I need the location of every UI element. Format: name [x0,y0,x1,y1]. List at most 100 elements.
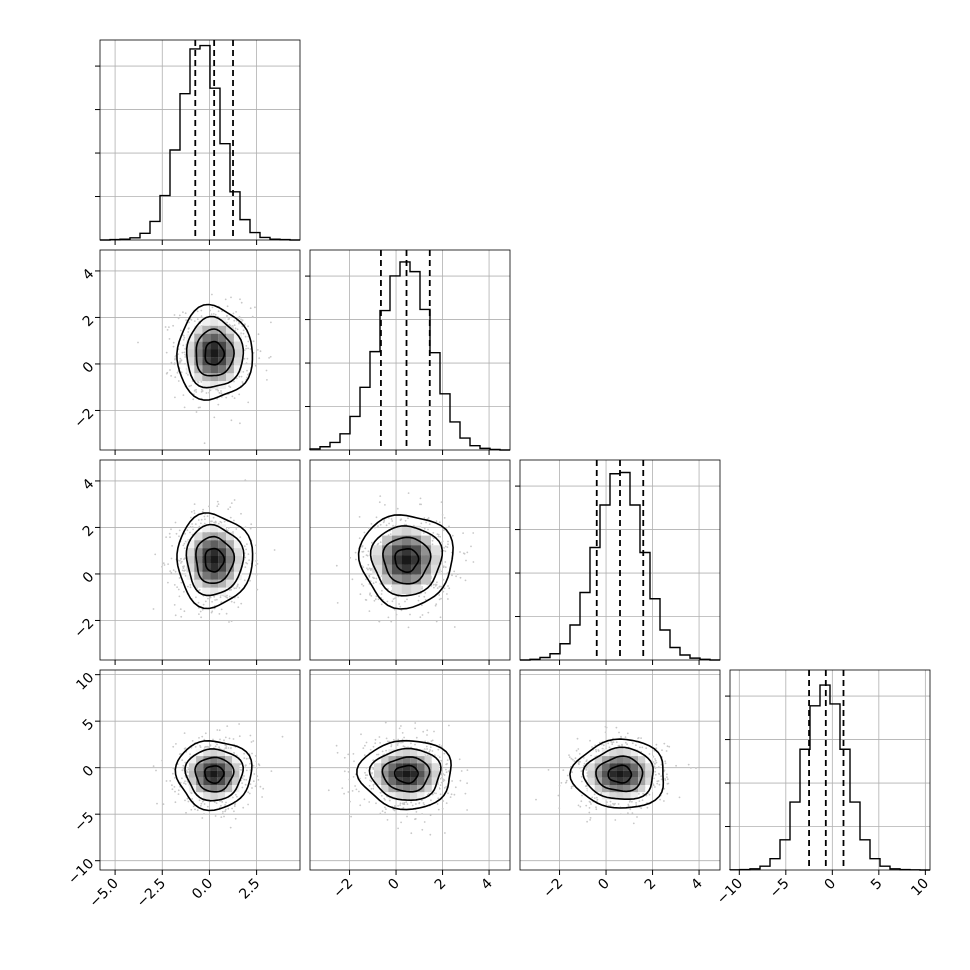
scatter-point [237,596,240,599]
scatter-point [399,802,402,805]
density-cell [616,785,624,793]
scatter-point [607,804,610,807]
density-cell [382,545,392,556]
scatter-point [583,762,586,765]
density-cell [234,349,242,358]
scatter-point [229,516,232,519]
scatter-point [186,770,188,773]
scatter-point [215,388,218,391]
scatter-point [224,808,227,811]
scatter-point [246,376,248,379]
scatter-point [664,762,667,765]
scatter-point [203,803,206,805]
scatter-point [390,744,393,746]
scatter-point [639,746,641,749]
scatter-point [347,753,350,756]
x-tick-label: 0.0 [189,876,216,903]
contour-line [382,536,432,585]
scatter-point [580,770,583,772]
density-cell [410,792,418,800]
scatter-point [571,771,573,774]
scatter-point [231,796,234,799]
scatter-point [197,381,200,384]
scatter-point [369,592,371,595]
scatter-point [200,802,203,805]
scatter-point [422,532,425,534]
density-cell [196,763,204,771]
density-cell [234,540,242,549]
scatter-point [660,775,663,778]
scatter-point [201,735,204,738]
scatter-point [439,777,442,780]
scatter-point [240,318,242,321]
scatter-point [433,586,435,589]
scatter-point [664,779,667,781]
density-cell [417,748,425,757]
scatter-point [183,732,186,734]
scatter-point [352,753,355,755]
density-cell [217,756,225,764]
scatter-point [177,789,180,792]
scatter-point [155,769,157,772]
scatter-point [410,832,413,835]
contour-line [194,756,235,793]
scatter-point [667,782,670,785]
scatter-point [615,741,618,744]
density-cell [210,341,219,350]
scatter-point [414,727,416,730]
density-cell [217,792,225,800]
scatter-point [195,388,198,391]
scatter-point [229,589,231,591]
scatter-point [624,741,627,744]
density-cell [202,579,211,588]
scatter-point [232,738,235,740]
scatter-point [360,733,362,736]
scatter-point [246,357,249,360]
scatter-point [638,793,640,795]
scatter-point [184,761,187,764]
scatter-point [198,799,201,802]
density-cell [630,770,638,778]
scatter-point [210,313,213,315]
density-cell [194,341,203,350]
density-cell [210,571,219,580]
scatter-point [240,602,243,605]
density-cell [623,748,631,757]
scatter-point [154,553,157,556]
density-cell [202,373,211,382]
density-cell [234,365,242,374]
density-cell [218,373,226,382]
scatter-point [444,545,447,548]
scatter-point [204,600,207,603]
scatter-point [436,581,438,584]
scatter-point [445,768,447,771]
y-tick-label: 0 [80,359,98,377]
scatter-point [262,787,265,790]
y-tick-label: −10 [65,856,97,888]
scatter-point [184,799,186,802]
scatter-point [184,356,187,358]
density-cell [388,785,396,793]
scatter-point [438,744,441,746]
scatter-point [189,586,192,589]
scatter-point [183,782,185,784]
scatter-point [431,539,434,542]
scatter-point [562,769,565,771]
scatter-point [249,579,251,582]
scatter-point [225,745,228,747]
scatter-point [238,375,241,378]
scatter-point [438,598,441,601]
scatter-point [378,736,381,738]
density-cell [587,777,595,785]
density-cell [186,548,195,556]
density-cell [218,349,226,358]
scatter-point [174,358,176,361]
scatter-point [200,315,203,317]
scatter-point [172,345,175,348]
scatter-point [399,804,401,806]
density-cell [202,317,211,326]
scatter-point [441,514,444,516]
scatter-point [244,335,247,338]
scatter-point [196,318,199,321]
